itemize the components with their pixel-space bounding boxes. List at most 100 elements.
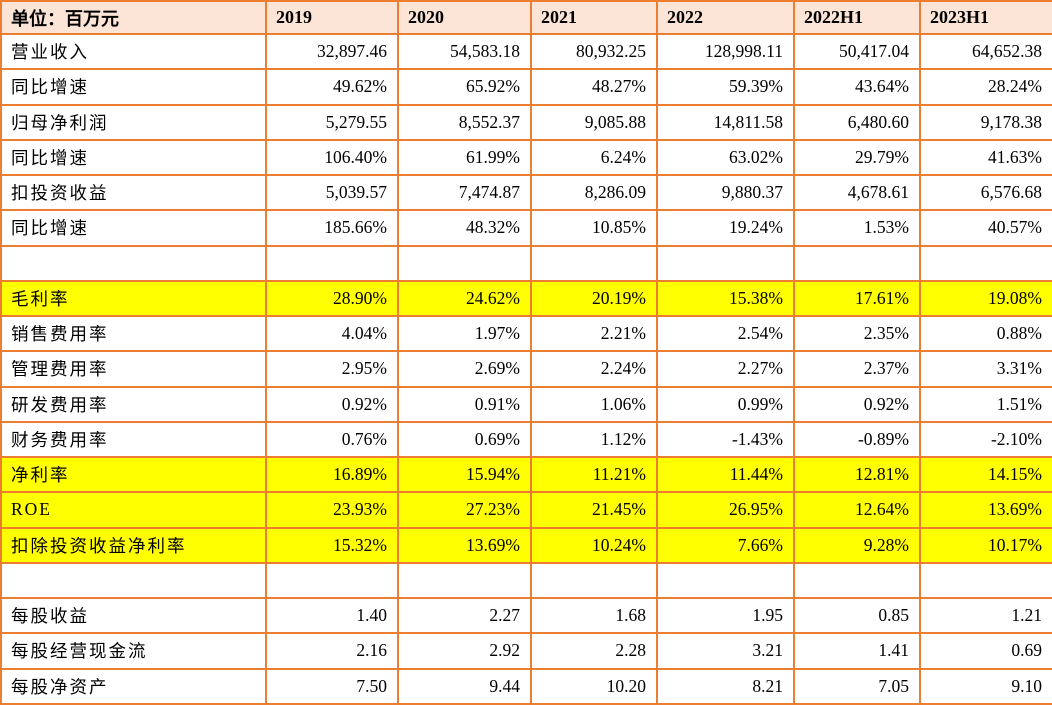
- row-label: 每股经营现金流: [0, 632, 267, 670]
- value-cell: 4.04%: [265, 314, 399, 353]
- value-cell: 2.35%: [793, 314, 921, 353]
- value-cell: 21.45%: [530, 491, 658, 529]
- row-label: 归母净利润: [0, 103, 267, 141]
- value-cell: [793, 244, 921, 282]
- value-cell: 1.68: [530, 596, 658, 635]
- value-cell: 48.27%: [530, 68, 658, 106]
- row-label: 每股净资产: [0, 667, 267, 705]
- value-cell: -1.43%: [656, 420, 795, 459]
- value-cell: 3.21: [656, 632, 795, 670]
- value-cell: 9.28%: [793, 526, 921, 564]
- value-cell: 6.24%: [530, 138, 658, 177]
- value-cell: 0.85: [793, 596, 921, 635]
- value-cell: 9,178.38: [919, 103, 1052, 141]
- value-cell: 40.57%: [919, 209, 1052, 247]
- value-cell: 12.81%: [793, 455, 921, 494]
- value-cell: 32,897.46: [265, 32, 399, 71]
- table-row: 同比增速 185.66% 48.32% 10.85% 19.24% 1.53% 40.57%: [0, 209, 1052, 247]
- table-row: 扣除投资收益净利率 15.32% 13.69% 10.24% 7.66% 9.28% 10.…: [0, 526, 1052, 564]
- value-cell: 20.19%: [530, 279, 658, 318]
- value-cell: 26.95%: [656, 491, 795, 529]
- row-label: 毛利率: [0, 279, 267, 318]
- year-column-header: 2019: [265, 0, 399, 35]
- value-cell: 13.69%: [397, 526, 532, 564]
- row-label: 管理费用率: [0, 350, 267, 388]
- value-cell: 10.20: [530, 667, 658, 705]
- value-cell: 7,474.87: [397, 173, 532, 212]
- value-cell: 15.38%: [656, 279, 795, 318]
- value-cell: [919, 244, 1052, 282]
- value-cell: [530, 244, 658, 282]
- year-column-header: 2021: [530, 0, 658, 35]
- value-cell: 2.95%: [265, 350, 399, 388]
- value-cell: [265, 244, 399, 282]
- value-cell: 9.44: [397, 667, 532, 705]
- value-cell: 8,552.37: [397, 103, 532, 141]
- value-cell: 28.24%: [919, 68, 1052, 106]
- table-row: 管理费用率 2.95% 2.69% 2.24% 2.27% 2.37% 3.31%: [0, 350, 1052, 388]
- value-cell: 11.44%: [656, 455, 795, 494]
- value-cell: 61.99%: [397, 138, 532, 177]
- value-cell: 5,039.57: [265, 173, 399, 212]
- value-cell: 65.92%: [397, 68, 532, 106]
- value-cell: 49.62%: [265, 68, 399, 106]
- row-label: 同比增速: [0, 138, 267, 177]
- value-cell: 27.23%: [397, 491, 532, 529]
- table-row: 每股收益 1.40 2.27 1.68 1.95 0.85 1.21: [0, 596, 1052, 635]
- value-cell: 7.05: [793, 667, 921, 705]
- value-cell: 8,286.09: [530, 173, 658, 212]
- table-row: 财务费用率 0.76% 0.69% 1.12% -1.43% -0.89% -2.10%: [0, 420, 1052, 459]
- value-cell: 106.40%: [265, 138, 399, 177]
- spacer-row: [0, 244, 1052, 282]
- row-label: [0, 244, 267, 282]
- value-cell: 1.41: [793, 632, 921, 670]
- value-cell: 15.94%: [397, 455, 532, 494]
- value-cell: 10.24%: [530, 526, 658, 564]
- value-cell: 2.28: [530, 632, 658, 670]
- value-cell: 28.90%: [265, 279, 399, 318]
- value-cell: 0.92%: [793, 385, 921, 423]
- spacer-row: [0, 561, 1052, 600]
- value-cell: 2.21%: [530, 314, 658, 353]
- value-cell: 1.06%: [530, 385, 658, 423]
- table-row: 同比增速 106.40% 61.99% 6.24% 63.02% 29.79% 41.63%: [0, 138, 1052, 177]
- value-cell: [919, 561, 1052, 600]
- value-cell: 16.89%: [265, 455, 399, 494]
- value-cell: -0.89%: [793, 420, 921, 459]
- table-row: 毛利率 28.90% 24.62% 20.19% 15.38% 17.61% 19.08%: [0, 279, 1052, 318]
- table-row: 销售费用率 4.04% 1.97% 2.21% 2.54% 2.35% 0.88%: [0, 314, 1052, 353]
- value-cell: [397, 561, 532, 600]
- value-cell: 0.69%: [397, 420, 532, 459]
- value-cell: 3.31%: [919, 350, 1052, 388]
- value-cell: 2.37%: [793, 350, 921, 388]
- value-cell: 41.63%: [919, 138, 1052, 177]
- table-header-row: 单位：百万元 2019 2020 2021 2022 2022H1 2023H1: [0, 0, 1052, 35]
- value-cell: [656, 561, 795, 600]
- value-cell: 24.62%: [397, 279, 532, 318]
- value-cell: 5,279.55: [265, 103, 399, 141]
- value-cell: 128,998.11: [656, 32, 795, 71]
- value-cell: 2.27: [397, 596, 532, 635]
- value-cell: 11.21%: [530, 455, 658, 494]
- value-cell: 2.54%: [656, 314, 795, 353]
- value-cell: 9,880.37: [656, 173, 795, 212]
- row-label: 销售费用率: [0, 314, 267, 353]
- table-row: 净利率 16.89% 15.94% 11.21% 11.44% 12.81% 14.15%: [0, 455, 1052, 494]
- value-cell: 1.97%: [397, 314, 532, 353]
- value-cell: 59.39%: [656, 68, 795, 106]
- value-cell: 13.69%: [919, 491, 1052, 529]
- value-cell: 1.40: [265, 596, 399, 635]
- unit-label-header: 单位：百万元: [0, 0, 267, 35]
- value-cell: 80,932.25: [530, 32, 658, 71]
- value-cell: 1.53%: [793, 209, 921, 247]
- value-cell: [265, 561, 399, 600]
- value-cell: -2.10%: [919, 420, 1052, 459]
- value-cell: 7.50: [265, 667, 399, 705]
- value-cell: 6,480.60: [793, 103, 921, 141]
- value-cell: 19.08%: [919, 279, 1052, 318]
- row-label: 扣除投资收益净利率: [0, 526, 267, 564]
- row-label: [0, 561, 267, 600]
- value-cell: 23.93%: [265, 491, 399, 529]
- row-label: 财务费用率: [0, 420, 267, 459]
- value-cell: 8.21: [656, 667, 795, 705]
